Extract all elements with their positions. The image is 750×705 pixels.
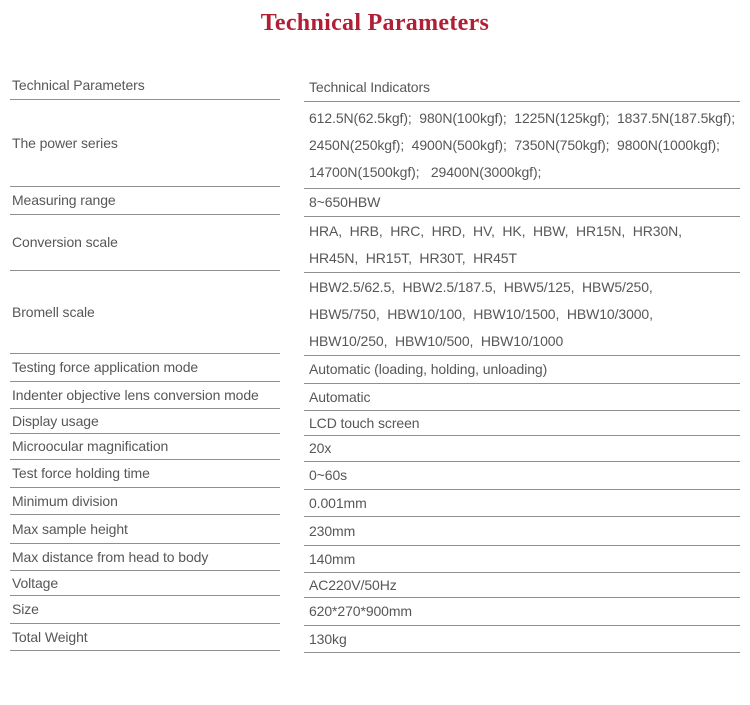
row-max-sample-height: Max sample height 230mm xyxy=(10,515,750,546)
param-label: Total Weight xyxy=(10,624,280,651)
param-label: The power series xyxy=(10,100,280,187)
param-label: Bromell scale xyxy=(10,271,280,354)
param-label: Display usage xyxy=(10,409,280,434)
param-value: 140mm xyxy=(304,546,740,573)
row-total-weight: Total Weight 130kg xyxy=(10,624,750,653)
param-value: 612.5N(62.5kgf); 980N(100kgf); 1225N(125… xyxy=(304,102,740,189)
param-label: Microocular magnification xyxy=(10,434,280,460)
row-bromell-scale: Bromell scale HBW2.5/62.5, HBW2.5/187.5,… xyxy=(10,271,750,356)
param-label: Testing force application mode xyxy=(10,354,280,382)
column-header-parameters: Technical Parameters xyxy=(10,71,280,100)
param-value: HBW2.5/62.5, HBW2.5/187.5, HBW5/125, HBW… xyxy=(304,273,740,356)
param-value: LCD touch screen xyxy=(304,411,740,436)
row-indenter-objective-lens-conversion-mode: Indenter objective lens conversion mode … xyxy=(10,382,750,411)
column-header-indicators: Technical Indicators xyxy=(304,73,740,102)
row-max-distance-head-to-body: Max distance from head to body 140mm xyxy=(10,544,750,573)
param-value: Automatic (loading, holding, unloading) xyxy=(304,356,740,384)
param-value: Automatic xyxy=(304,384,740,411)
param-value: 620*270*900mm xyxy=(304,598,740,626)
param-label: Voltage xyxy=(10,571,280,596)
param-label: Max sample height xyxy=(10,515,280,544)
row-test-force-holding-time: Test force holding time 0~60s xyxy=(10,460,750,490)
row-voltage: Voltage AC220V/50Hz xyxy=(10,571,750,598)
table-header-row: Technical Parameters Technical Indicator… xyxy=(10,71,750,102)
row-microocular-magnification: Microocular magnification 20x xyxy=(10,434,750,462)
row-power-series: The power series 612.5N(62.5kgf); 980N(1… xyxy=(10,100,750,189)
param-value: 8~650HBW xyxy=(304,189,740,217)
param-value: HRA, HRB, HRC, HRD, HV, HK, HBW, HR15N, … xyxy=(304,217,740,273)
row-minimum-division: Minimum division 0.001mm xyxy=(10,488,750,517)
row-measuring-range: Measuring range 8~650HBW xyxy=(10,187,750,217)
param-label: Measuring range xyxy=(10,187,280,215)
row-conversion-scale: Conversion scale HRA, HRB, HRC, HRD, HV,… xyxy=(10,215,750,273)
param-label: Max distance from head to body xyxy=(10,544,280,571)
spec-table: Technical Parameters Technical Indicator… xyxy=(10,71,750,653)
param-value: 230mm xyxy=(304,517,740,546)
param-label: Indenter objective lens conversion mode xyxy=(10,382,280,409)
param-value: 0~60s xyxy=(304,462,740,490)
page-title: Technical Parameters xyxy=(260,10,490,36)
param-value: 0.001mm xyxy=(304,490,740,517)
param-label: Size xyxy=(10,596,280,624)
param-label: Conversion scale xyxy=(10,215,280,271)
param-value: AC220V/50Hz xyxy=(304,573,740,598)
row-display-usage: Display usage LCD touch screen xyxy=(10,409,750,436)
param-value: 130kg xyxy=(304,626,740,653)
param-value: 20x xyxy=(304,436,740,462)
param-label: Test force holding time xyxy=(10,460,280,488)
param-label: Minimum division xyxy=(10,488,280,515)
row-testing-force-application-mode: Testing force application mode Automatic… xyxy=(10,354,750,384)
row-size: Size 620*270*900mm xyxy=(10,596,750,626)
